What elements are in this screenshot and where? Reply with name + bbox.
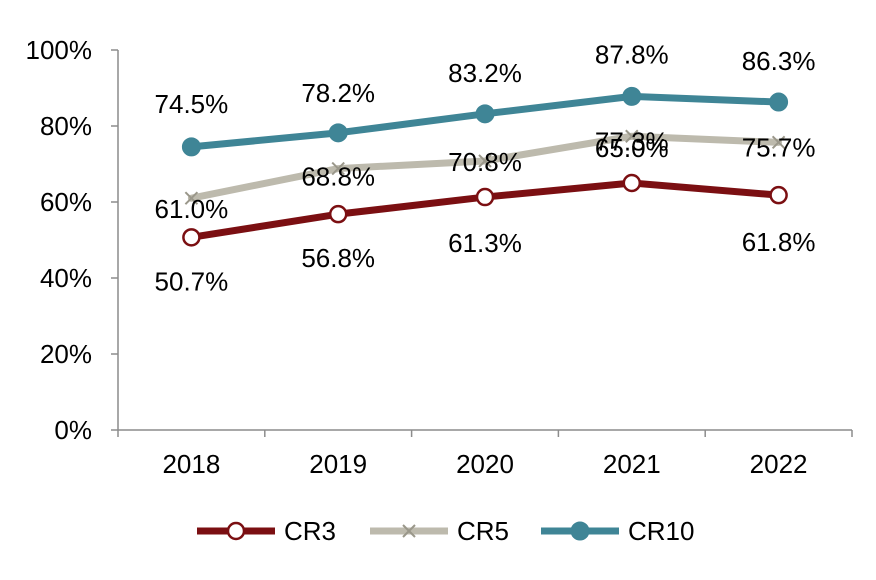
legend-marker-cr5 bbox=[402, 524, 416, 538]
legend-label-cr3: CR3 bbox=[284, 516, 336, 546]
y-tick-label: 0% bbox=[54, 415, 92, 445]
point-cr3 bbox=[475, 187, 495, 207]
point-cr10 bbox=[475, 104, 495, 124]
point-cr5 bbox=[478, 154, 492, 168]
point-cr5 bbox=[771, 135, 786, 150]
y-tick-label: 20% bbox=[40, 339, 92, 369]
legend-marker-cr10 bbox=[570, 521, 590, 541]
data-label-cr10: 78.2% bbox=[301, 78, 375, 108]
y-tick-label: 80% bbox=[40, 111, 92, 141]
point-cr5 bbox=[184, 191, 199, 205]
point-cr3 bbox=[182, 228, 201, 247]
y-tick-label: 60% bbox=[40, 187, 92, 217]
point-cr10 bbox=[622, 86, 642, 106]
data-label-cr3: 56.8% bbox=[301, 243, 375, 273]
point-cr5 bbox=[625, 129, 639, 143]
legend-label-cr5: CR5 bbox=[457, 516, 509, 546]
y-tick-label: 40% bbox=[40, 263, 92, 293]
point-cr5 bbox=[331, 161, 345, 176]
point-cr10 bbox=[328, 123, 348, 143]
point-cr10 bbox=[769, 92, 789, 112]
data-label-cr10: 86.3% bbox=[742, 46, 816, 76]
axes: 0% 20% 40% 60% 80% 100% 2018 2019 2020 2021 2022 bbox=[26, 35, 853, 479]
point-cr3 bbox=[328, 204, 348, 224]
point-cr3 bbox=[769, 185, 788, 205]
legend-item-cr3: CR3 bbox=[197, 516, 336, 546]
data-label-cr10: 74.5% bbox=[155, 89, 229, 119]
point-cr10 bbox=[181, 137, 201, 157]
x-tick-label: 2018 bbox=[162, 449, 220, 479]
legend-item-cr5: CR5 bbox=[370, 516, 509, 546]
data-label-cr5: 61.0% bbox=[155, 194, 229, 224]
data-label-cr5: 77.3% bbox=[595, 126, 669, 156]
x-tick-label: 2020 bbox=[456, 449, 514, 479]
legend-item-cr10: CR10 bbox=[541, 516, 694, 546]
series-layer bbox=[181, 86, 789, 247]
point-cr3 bbox=[622, 173, 642, 193]
data-label-cr5: 68.8% bbox=[301, 162, 375, 192]
legend: CR3 CR5 CR10 bbox=[197, 516, 694, 546]
x-tick-label: 2022 bbox=[750, 449, 808, 479]
data-label-cr10: 87.8% bbox=[595, 39, 669, 69]
legend-marker-cr3 bbox=[226, 521, 246, 541]
data-label-cr3: 61.8% bbox=[742, 227, 816, 257]
data-label-cr3: 50.7% bbox=[155, 266, 229, 296]
data-labels: 50.7% 56.8% 61.3% 65.0% 61.8% 61.0% 68.8% 70.8%… bbox=[155, 39, 816, 296]
data-label-cr10: 83.2% bbox=[448, 58, 522, 88]
x-tick-label: 2021 bbox=[603, 449, 661, 479]
data-label-cr3: 61.3% bbox=[448, 228, 522, 258]
data-label-cr3: 65.0% bbox=[595, 133, 669, 163]
data-label-cr5: 70.8% bbox=[448, 147, 522, 177]
legend-label-cr10: CR10 bbox=[628, 516, 694, 546]
x-tick-label: 2019 bbox=[309, 449, 367, 479]
y-tick-label: 100% bbox=[26, 35, 93, 65]
data-label-cr5: 75.7% bbox=[742, 132, 816, 162]
